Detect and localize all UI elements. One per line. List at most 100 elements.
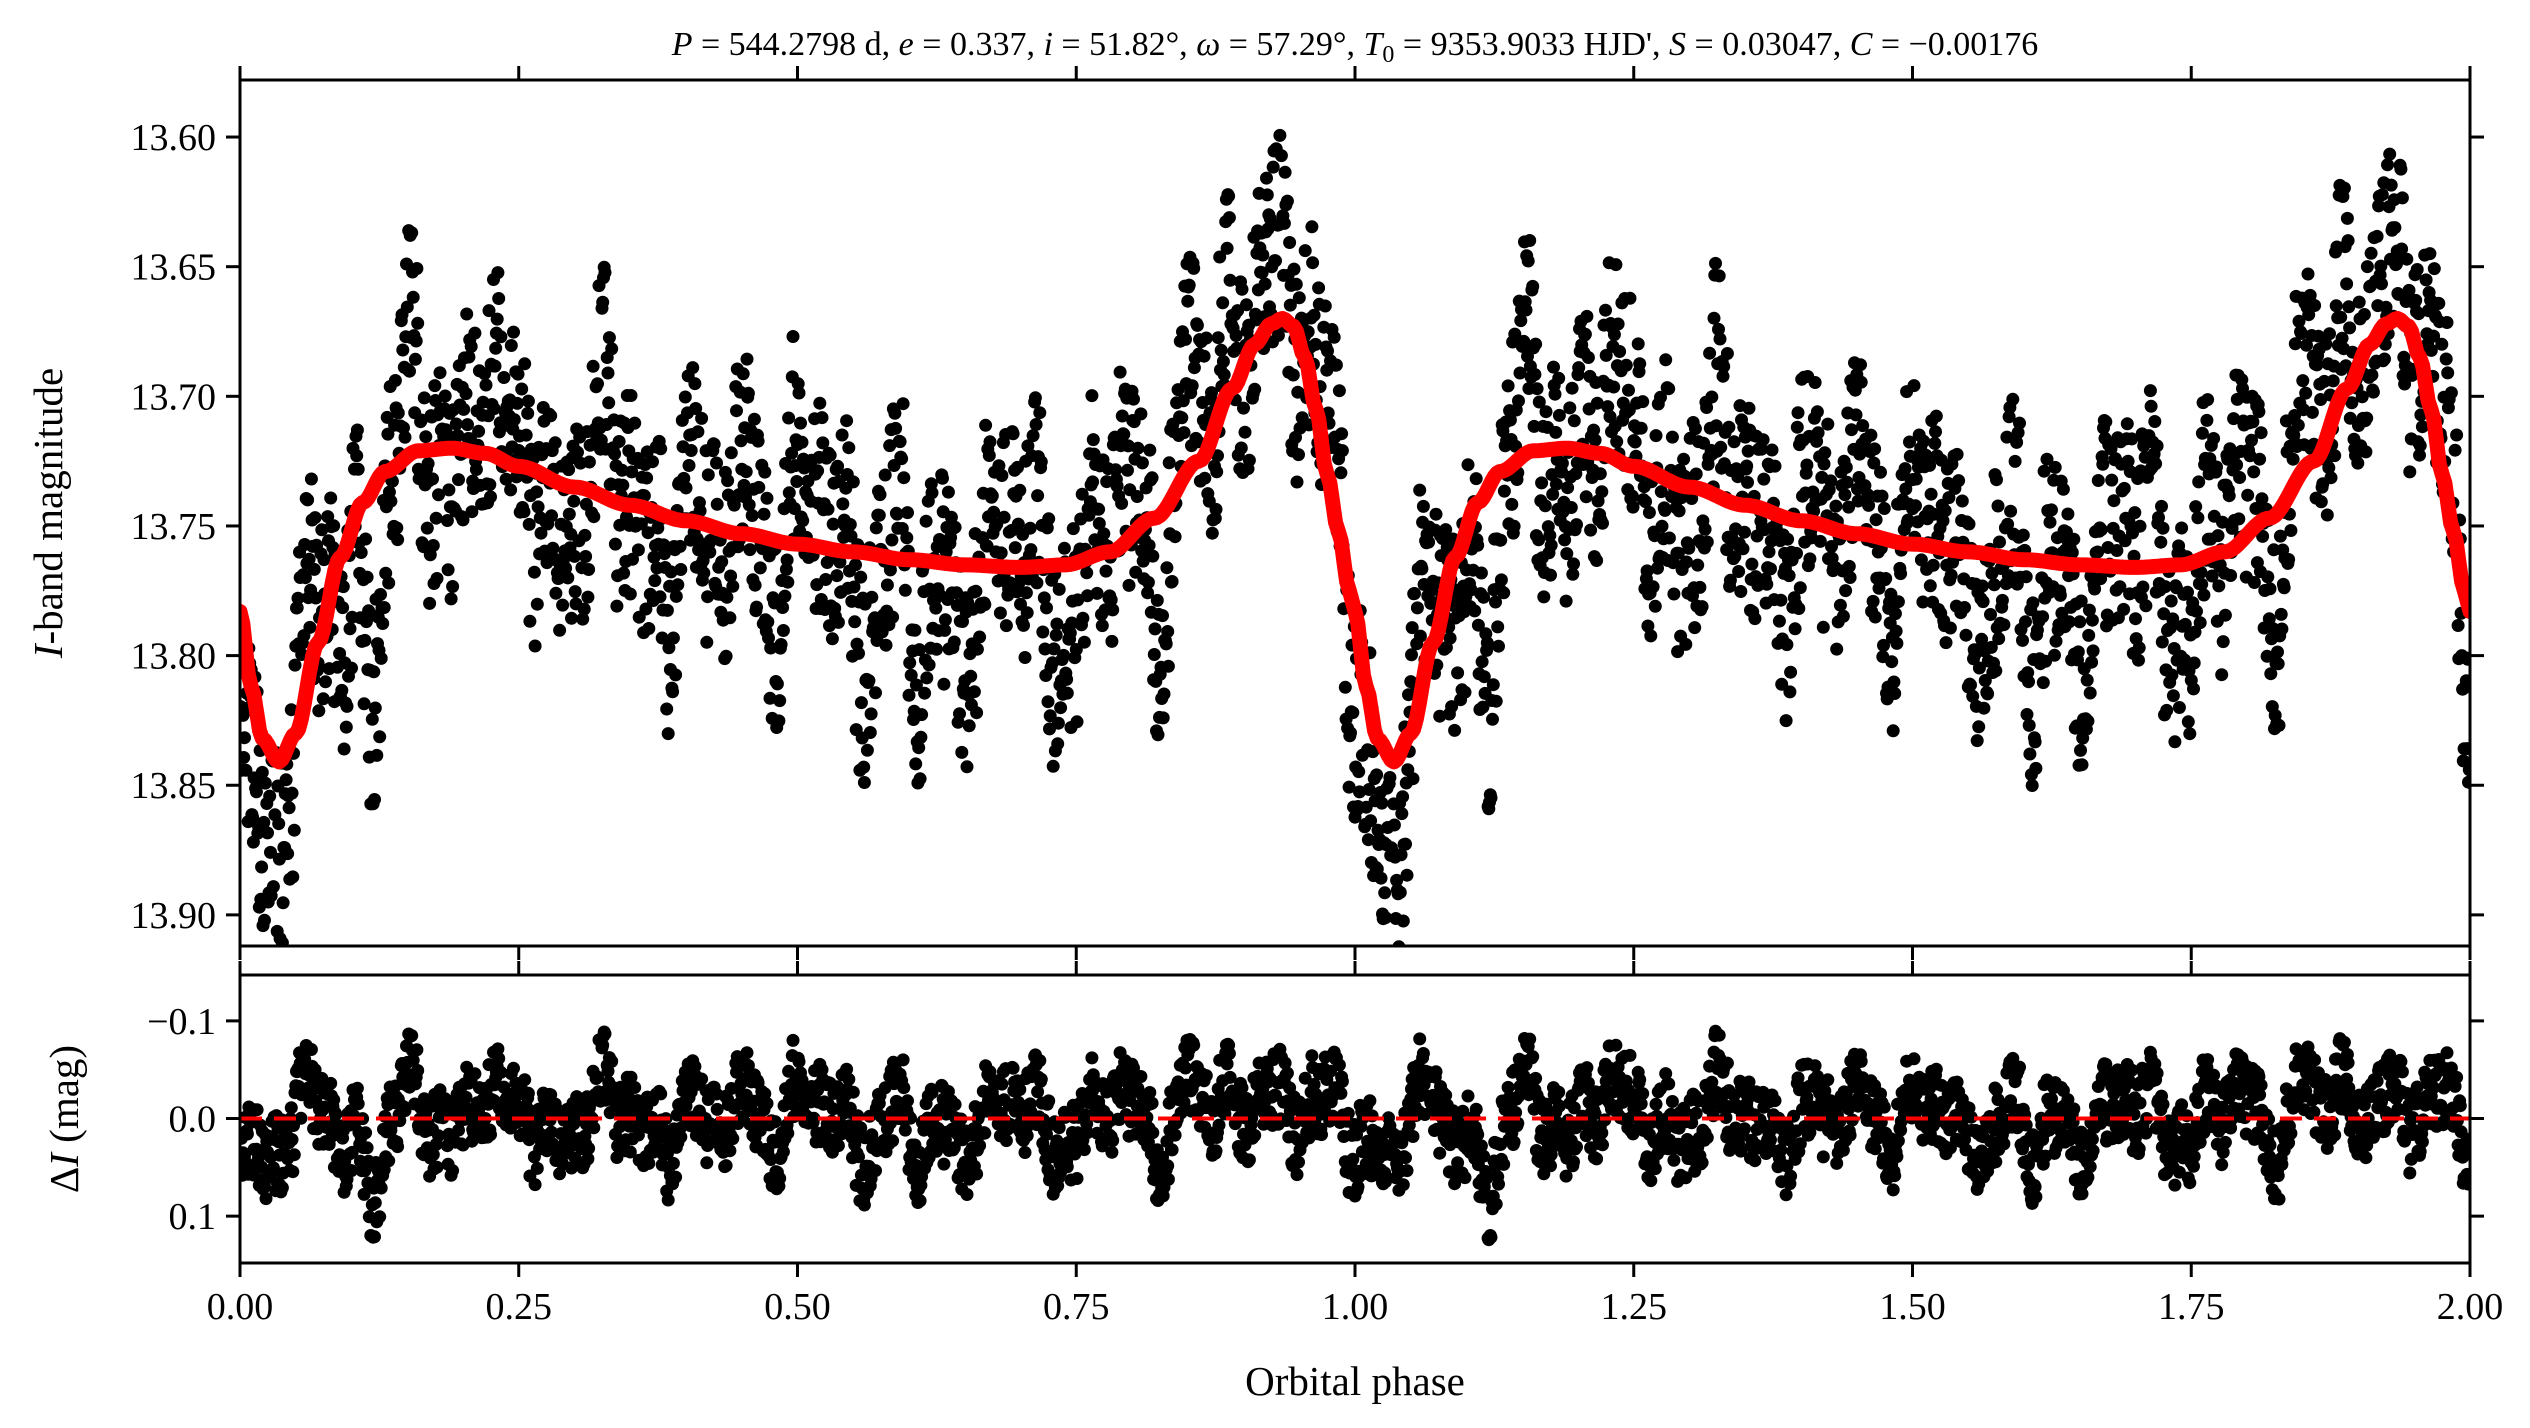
data-point <box>1783 685 1797 699</box>
data-point <box>2218 608 2232 622</box>
data-point <box>1549 477 1563 491</box>
data-point <box>1984 608 1997 621</box>
data-point <box>2019 570 2033 584</box>
data-point <box>1148 622 1162 636</box>
data-point <box>2117 602 2131 616</box>
data-point <box>2149 457 2163 471</box>
data-point <box>1874 465 1887 479</box>
data-point <box>2216 635 2230 649</box>
data-point <box>2352 295 2366 309</box>
data-point <box>983 435 997 449</box>
data-point <box>240 751 251 764</box>
data-point <box>1161 659 1175 673</box>
data-point <box>1646 580 1660 594</box>
data-point <box>1413 483 1427 497</box>
data-point <box>1546 487 1560 501</box>
data-point <box>1060 672 1074 686</box>
data-point <box>686 361 700 375</box>
data-point <box>795 435 809 449</box>
data-point <box>368 701 382 715</box>
data-point <box>2365 368 2379 382</box>
data-point <box>987 505 1001 519</box>
data-point <box>2207 432 2221 445</box>
data-point <box>999 619 1013 633</box>
data-point <box>1512 394 1525 408</box>
residual-point <box>695 1072 709 1086</box>
data-point <box>260 948 273 961</box>
data-point <box>973 630 987 644</box>
data-point <box>1588 433 1602 447</box>
data-point <box>2154 535 2168 549</box>
residual-point <box>1529 1071 1543 1085</box>
data-point <box>578 528 592 542</box>
data-point <box>835 428 849 442</box>
data-point <box>772 714 786 728</box>
data-point <box>1486 712 1499 726</box>
data-point <box>2181 715 2195 729</box>
data-point <box>1033 406 1047 420</box>
data-point <box>1100 475 1114 489</box>
residual-point <box>286 1165 300 1179</box>
data-point <box>1146 549 1160 563</box>
data-point <box>426 472 439 486</box>
data-point <box>1909 472 1923 486</box>
data-point <box>1205 386 1218 400</box>
data-point <box>898 583 912 597</box>
data-point <box>2462 775 2470 789</box>
data-point <box>724 446 738 460</box>
data-point <box>890 507 904 521</box>
data-point <box>396 343 410 357</box>
data-point <box>2395 191 2409 205</box>
data-point <box>1332 384 1346 398</box>
data-point <box>2061 507 2075 521</box>
data-point <box>637 489 651 503</box>
data-point <box>1106 603 1120 617</box>
residual-point <box>846 1085 860 1099</box>
data-point <box>2083 686 2097 700</box>
data-point <box>1413 629 1427 643</box>
data-point <box>1976 595 1990 609</box>
residual-point <box>1590 1152 1604 1166</box>
residual-point <box>1748 1154 1762 1168</box>
data-point <box>1898 462 1912 476</box>
data-point <box>2210 460 2223 474</box>
data-point <box>778 589 792 603</box>
residual-point <box>1406 1130 1420 1143</box>
residual-point <box>776 1145 790 1159</box>
residual-point <box>285 1133 299 1147</box>
data-point <box>2374 259 2388 273</box>
data-point <box>1901 513 1915 527</box>
data-point <box>2215 668 2229 682</box>
data-point <box>2187 682 2200 696</box>
data-point <box>2026 596 2040 610</box>
residual-point <box>1679 1171 1693 1185</box>
data-point <box>2193 616 2207 630</box>
data-point <box>548 436 562 450</box>
residual-point <box>1570 1140 1583 1154</box>
data-point <box>745 509 759 522</box>
data-point <box>405 226 419 240</box>
residual-point <box>287 1148 301 1162</box>
data-point <box>2340 277 2354 291</box>
data-point <box>2435 337 2449 351</box>
data-point <box>1888 607 1902 621</box>
data-point <box>740 352 754 366</box>
data-point <box>994 546 1008 560</box>
data-point <box>1877 502 1891 515</box>
data-point <box>776 601 790 614</box>
data-point <box>1528 368 1542 381</box>
data-point <box>1782 569 1796 583</box>
data-point <box>1886 724 1900 738</box>
data-point <box>266 880 280 894</box>
residual-point <box>374 1181 388 1195</box>
data-point <box>1700 535 1714 549</box>
data-point <box>2158 580 2172 594</box>
data-point <box>337 742 351 756</box>
data-point <box>2086 644 2100 658</box>
data-point <box>666 631 680 645</box>
data-point <box>2398 377 2412 391</box>
data-point <box>1584 523 1598 537</box>
residual-point <box>391 1140 405 1154</box>
data-point <box>813 396 827 410</box>
